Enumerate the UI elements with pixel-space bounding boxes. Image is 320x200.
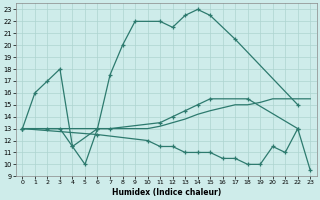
X-axis label: Humidex (Indice chaleur): Humidex (Indice chaleur) [112, 188, 221, 197]
